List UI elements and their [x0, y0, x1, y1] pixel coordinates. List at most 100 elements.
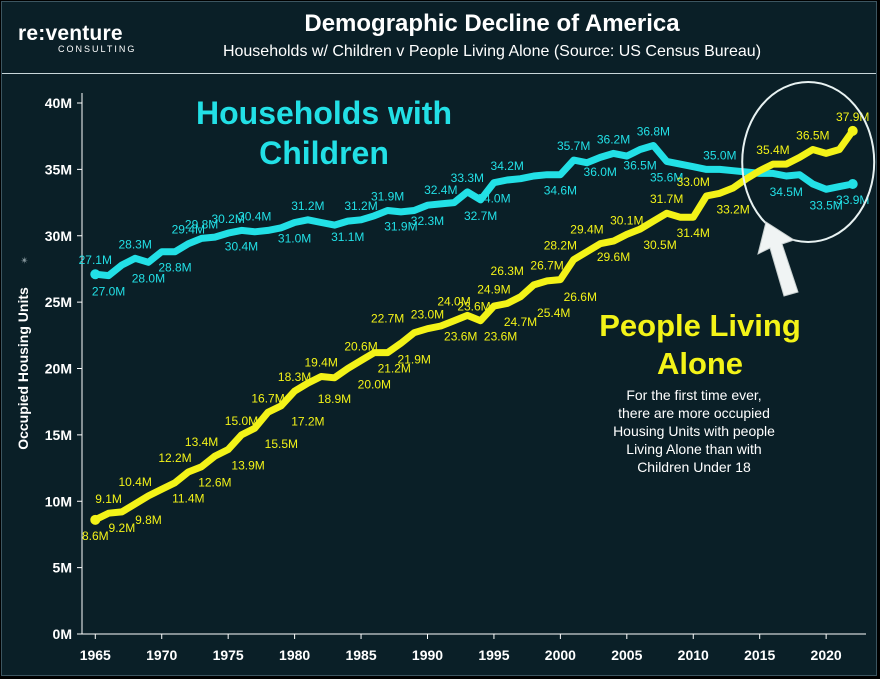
data-label: 12.6M — [198, 476, 231, 490]
data-label: 36.5M — [796, 128, 829, 142]
y-tick-label: 0M — [53, 626, 72, 642]
data-label: 13.4M — [185, 435, 218, 449]
alone-label-line2: Alone — [657, 346, 743, 381]
data-labels: 27.1M27.0M28.3M28.0M28.8M29.4M29.8M30.2M… — [79, 110, 870, 543]
data-label: 30.1M — [610, 213, 643, 227]
data-label: 24.0M — [437, 294, 470, 308]
data-label: 21.9M — [398, 352, 431, 366]
data-label: 26.6M — [564, 290, 597, 304]
data-label: 22.7M — [371, 312, 404, 326]
x-tick-label: 2020 — [811, 647, 842, 663]
data-label: 30.2M — [211, 212, 244, 226]
brand-logo: re:venture — [18, 22, 123, 45]
x-tick-label: 1975 — [213, 647, 244, 663]
data-label: 30.4M — [225, 239, 258, 253]
x-tick-label: 2010 — [678, 647, 709, 663]
data-label: 26.3M — [491, 264, 524, 278]
data-label: 31.9M — [384, 220, 417, 234]
y-tick-label: 5M — [53, 560, 72, 576]
x-tick-label: 1980 — [279, 647, 310, 663]
brand-tagline: CONSULTING — [58, 44, 137, 54]
x-tick-label: 2005 — [611, 647, 642, 663]
data-label: 18.3M — [278, 370, 311, 384]
arrow-up-icon — [757, 221, 799, 297]
data-label: 34.0M — [477, 192, 510, 206]
data-label: 30.5M — [643, 238, 676, 252]
series-start-point — [90, 514, 101, 525]
data-label: 29.4M — [172, 223, 205, 237]
data-label: 31.7M — [650, 192, 683, 206]
series-end-point — [847, 178, 858, 189]
data-label: 29.4M — [570, 223, 603, 237]
data-label: 34.2M — [491, 159, 524, 173]
x-tick-label: 1990 — [412, 647, 443, 663]
data-label: 36.8M — [637, 124, 670, 138]
x-tick-label: 1985 — [345, 647, 376, 663]
data-label: 31.0M — [278, 231, 311, 245]
data-label: 9.2M — [109, 521, 136, 535]
annotations: Households with Children People LivingAlon… — [196, 81, 876, 475]
pin-icon: ✴ — [20, 256, 31, 264]
chart-subtitle: Households w/ Children v People Living A… — [222, 43, 762, 60]
data-label: 32.3M — [411, 214, 444, 228]
chart-title: Demographic Decline of America — [304, 10, 680, 37]
line-chart: 0M 5M 10M 15M 20M 25M 30M 35M 40M 1965 1970 1975 198… — [15, 81, 876, 663]
data-label: 33.9M — [836, 193, 869, 207]
data-label: 28.2M — [544, 239, 577, 253]
series-end-point — [847, 125, 858, 136]
data-label: 30.4M — [238, 209, 271, 223]
data-label: 35.6M — [650, 170, 683, 184]
data-label: 31.2M — [344, 199, 377, 213]
header: re:venture CONSULTING Demographic Declin… — [2, 2, 876, 74]
y-tick-label: 40M — [45, 95, 72, 111]
households-label-line2: Children — [259, 135, 389, 171]
data-label: 32.7M — [464, 209, 497, 223]
alone-label: People Living — [599, 308, 801, 343]
data-label: 15.5M — [265, 437, 298, 451]
y-tick-label: 35M — [45, 161, 72, 177]
data-label: 23.6M — [484, 330, 517, 344]
data-label: 21.2M — [378, 362, 411, 376]
data-label: 31.9M — [371, 190, 404, 204]
x-tick-label: 1965 — [80, 647, 111, 663]
axes — [77, 93, 866, 639]
series-line-people-living-alone — [91, 127, 857, 524]
data-label: 10.4M — [118, 475, 151, 489]
data-label: 9.1M — [95, 492, 122, 506]
data-label: 31.1M — [331, 230, 364, 244]
data-label: 24.9M — [477, 282, 510, 296]
series-line-households-with-children — [91, 142, 857, 280]
data-label: 18.9M — [318, 392, 351, 406]
data-label: 31.4M — [677, 226, 710, 240]
data-label: 28.0M — [132, 271, 165, 285]
data-label: 23.6M — [444, 330, 477, 344]
data-label: 31.2M — [291, 199, 324, 213]
x-tick-label: 1970 — [146, 647, 177, 663]
data-label: 25.4M — [537, 306, 570, 320]
y-tick-label: 10M — [45, 493, 72, 509]
data-label: 13.9M — [231, 458, 264, 472]
note-line: Living Alone than with — [626, 441, 761, 457]
data-label: 26.7M — [530, 259, 563, 273]
data-label: 17.2M — [291, 415, 324, 429]
data-label: 16.7M — [251, 391, 284, 405]
data-label: 15.0M — [225, 414, 258, 428]
series-start-point — [90, 269, 101, 280]
data-label: 34.5M — [770, 185, 803, 199]
data-label: 35.0M — [703, 148, 736, 162]
data-label: 33.0M — [677, 175, 710, 189]
data-label: 9.8M — [135, 513, 162, 527]
data-label: 27.0M — [92, 285, 125, 299]
data-label: 23.6M — [457, 300, 490, 314]
x-tick-label: 2015 — [744, 647, 775, 663]
x-tick-label: 1995 — [478, 647, 509, 663]
data-label: 35.4M — [756, 143, 789, 157]
data-label: 24.7M — [504, 315, 537, 329]
y-tick-label: 20M — [45, 361, 72, 377]
data-label: 32.4M — [424, 183, 457, 197]
note-line: Housing Units with people — [613, 423, 775, 439]
data-label: 19.4M — [305, 355, 338, 369]
note-line: For the first time ever, — [626, 387, 761, 403]
y-tick-label: 25M — [45, 294, 72, 310]
